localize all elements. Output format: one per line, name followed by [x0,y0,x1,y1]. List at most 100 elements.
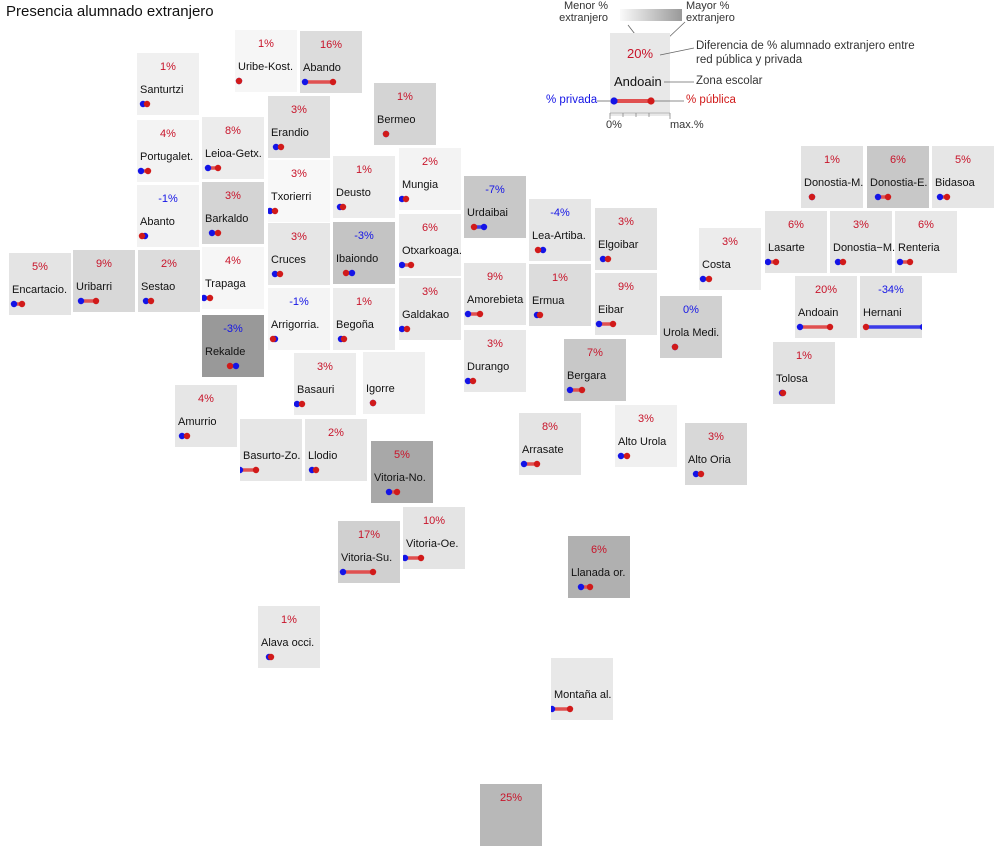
zone-tile: 3% Galdakao [399,278,461,340]
zone-tile: 0% Urola Medi. [660,296,722,358]
zone-tile: 9% Amorebieta [464,263,526,325]
zone-diff-label: 5% [394,449,410,461]
zone-tile: 4% Amurrio [175,385,237,447]
zone-private-dot [577,583,585,591]
zone-diff-label: 4% [160,128,176,140]
zone-diff-label: 2% [422,156,438,168]
zone-name-label: Vitoria-Oe. [406,538,459,550]
zone-public-dot [578,386,586,394]
zone-tile: 6% Renteria [895,211,957,273]
zone-public-dot [206,294,214,302]
zone-tile: 5% Encartacio. [9,253,71,315]
zone-private-dot [385,488,393,496]
zone-public-dot [339,203,347,211]
zone-range-chart [796,323,834,331]
zone-name-label: Alto Urola [618,436,667,448]
zone-name-label: Vitoria-No. [374,472,426,484]
zone-public-dot [533,460,541,468]
zone-diff-label: 3% [487,338,503,350]
zone-diff-label: 1% [356,296,372,308]
legend-example-diff: 20% [626,46,654,61]
zone-name-label: Leioa-Getx. [205,148,262,160]
zone-private-dot [551,705,556,713]
zone-name-label: Arrigorria. [271,319,320,331]
zone-diff-label: -1% [289,296,309,308]
legend-private-dot [610,97,618,105]
zone-diff-label: 20% [814,284,838,296]
zone-public-dot [705,275,713,283]
zone-diff-label: 6% [422,222,438,234]
zone-range-chart [202,294,214,302]
zone-name-label: Arrasate [522,444,564,456]
zone-private-dot [617,452,625,460]
zone-diff-label: -3% [354,230,374,242]
zone-tile: 6% Llanada or. [568,536,630,598]
zone-tile: 1% Alava occi. [258,606,320,668]
zone-diff-label: 3% [422,286,438,298]
zone-private-dot [294,400,301,408]
zone-public-dot [906,258,914,266]
zone-diff-label: 5% [32,261,48,273]
zone-name-label: Llanada or. [571,567,626,579]
zone-name-label: Portugalet. [140,151,194,163]
zone-private-dot [539,246,547,254]
zone-diff-label: 3% [291,168,307,180]
zone-private-dot [142,297,150,305]
zone-tile: 3% Elgoibar [595,208,657,270]
zone-name-label: Uribarri [76,281,113,293]
zone-diff-label: 3% [708,431,724,443]
zone-range-chart [178,432,191,440]
zone-public-dot [342,269,350,277]
zone-public-dot [604,255,612,263]
zone-range-chart [137,167,152,175]
zone-diff-label: -4% [550,207,570,219]
zone-private-dot [464,377,472,385]
zone-public-dot [536,311,544,319]
zone-range-chart [208,229,222,237]
zone-tile: Igorre [363,352,425,414]
zone-diff-label: 3% [291,104,307,116]
zone-public-dot [369,399,377,407]
zone-diff-label: 8% [542,421,558,433]
zone-range-chart [534,246,547,254]
zone-public-dot [586,583,594,591]
zone-range-chart [142,297,155,305]
zone-tile: 20% Andoain [795,276,857,338]
zone-tile: 9% Uribarri [73,250,135,312]
zone-public-dot [312,466,320,474]
zone-range-chart [671,343,679,351]
zone-private-dot [936,193,944,201]
zone-name-label: Bidasoa [935,177,975,189]
zone-range-chart [271,270,284,278]
legend-more-label: Mayor % extranjero [686,0,735,24]
zone-tile: 3% Erandio [268,96,330,158]
zone-public-dot [18,300,26,308]
zone-range-chart [268,207,279,215]
zone-range-chart [369,399,377,407]
zone-public-dot [92,297,100,305]
zone-name-label: Txorierri [271,191,312,203]
zone-public-dot [369,568,377,576]
zone-name-label: Mungia [402,179,439,191]
zone-public-dot [267,653,275,661]
zone-diff-label: 3% [225,190,241,202]
zone-tile: 3% Donostia−M. [830,211,896,273]
zone-range-chart [566,386,586,394]
zone-private-dot [699,275,707,283]
zone-diff-label: 16% [319,39,343,51]
zone-public-dot [779,389,787,397]
zone-tile: 6% Donostia-E. [867,146,929,208]
zone-tile: 10% Vitoria-Oe. [403,507,465,569]
zone-range-chart [577,583,594,591]
zone-tile: 2% Llodio [305,419,367,481]
zone-diff-label: 1% [258,38,274,50]
zone-name-label: Barkaldo [205,213,249,225]
zone-diff-label: 1% [552,272,568,284]
zone-name-label: Donostia−M. [833,242,896,254]
zone-tile: -1% Arrigorria. [268,288,330,350]
legend-gradient-bar [620,9,682,21]
zone-name-label: Donostia-E. [870,177,928,189]
zone-public-dot [271,207,279,215]
legend-private-label: % privada [546,94,598,106]
zone-range-chart [808,193,816,201]
